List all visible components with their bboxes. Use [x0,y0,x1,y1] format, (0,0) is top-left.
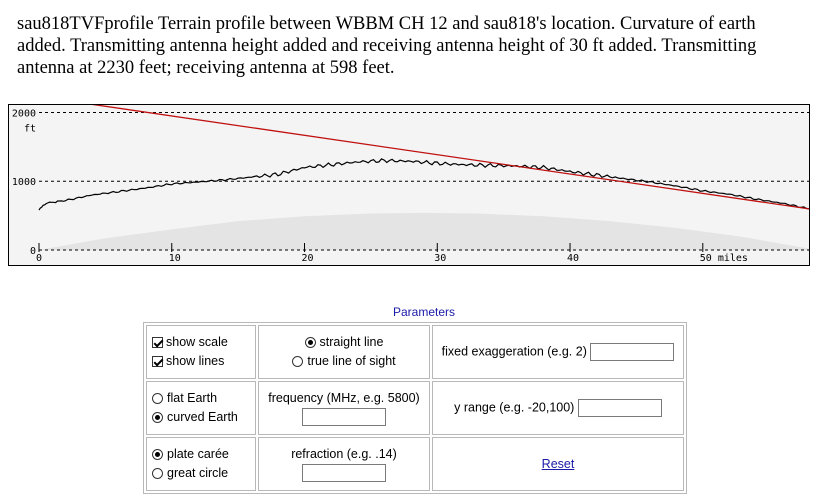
show-lines-checkbox[interactable] [152,356,163,367]
x-tick-label: 50 miles [700,253,748,264]
y-tick-label: 0 [30,246,36,257]
flat-earth-option[interactable]: flat Earth [152,389,250,408]
profile-caption: sau818TVFprofile Terrain profile between… [17,14,757,78]
plate-caree-option[interactable]: plate carée [152,445,250,464]
show-lines-label: show lines [166,354,225,368]
x-tick-label: 30 [434,253,446,264]
line-mode-cell: straight line true line of sight [258,325,430,379]
exaggeration-cell: fixed exaggeration (e.g. 2) [432,325,684,379]
show-lines-option[interactable]: show lines [152,352,250,371]
parameters-table: show scale show lines straight line true… [143,322,687,494]
y-range-input[interactable] [577,399,662,417]
x-tick-label: 40 [567,253,579,264]
show-scale-label: show scale [166,335,228,349]
true-los-radio[interactable] [292,356,304,367]
y-range-label: y range (e.g. -20,100) [454,400,575,415]
refraction-input[interactable] [302,463,386,482]
frequency-label: frequency (MHz, e.g. 5800) [268,390,420,405]
parameters-title: Parameters [392,305,456,319]
true-los-option[interactable]: true line of sight [264,352,424,371]
y-tick-label: 2000 [12,108,36,119]
curved-earth-label: curved Earth [167,410,238,424]
reset-link[interactable]: Reset [541,457,575,471]
line-of-sight [91,105,809,210]
x-tick-label: 0 [36,253,42,264]
straight-line-option[interactable]: straight line [264,333,424,352]
y-tick-label: ft [24,123,36,134]
x-tick-label: 10 [169,253,181,264]
y-range-cell: y range (e.g. -20,100) [432,381,684,435]
x-tick-label: 20 [302,253,314,264]
terrain-profile-line [38,158,809,211]
flat-earth-radio[interactable] [152,393,163,404]
fixed-exaggeration-label: fixed exaggeration (e.g. 2) [441,344,587,359]
great-circle-label: great circle [167,466,229,480]
straight-line-radio[interactable] [304,337,316,348]
frequency-input[interactable] [302,407,386,426]
flat-earth-label: flat Earth [167,391,218,405]
terrain-profile-svg: 2000 ft 1000 00 10 20 30 40 50 miles [12,105,809,264]
terrain-profile-chart: 2000 ft 1000 0 0 10 20 30 40 50 miles [8,104,810,266]
refraction-label: refraction (e.g. .14) [291,446,397,461]
great-circle-option[interactable]: great circle [152,464,250,483]
refraction-cell: refraction (e.g. .14) [258,437,430,491]
plate-caree-label: plate carée [167,447,229,461]
true-los-label: true line of sight [307,354,396,368]
curved-earth-radio[interactable] [152,412,163,423]
earth-model-cell: flat Earth curved Earth [146,381,256,435]
display-options-cell: show scale show lines [146,325,256,379]
curved-earth-option[interactable]: curved Earth [152,408,250,427]
y-tick-label: 1000 [12,177,36,188]
plate-caree-radio[interactable] [152,449,163,460]
straight-line-label: straight line [319,335,384,349]
projection-cell: plate carée great circle [146,437,256,491]
show-scale-checkbox[interactable] [152,337,163,348]
curvature-bulge-area [39,212,809,250]
frequency-cell: frequency (MHz, e.g. 5800) [258,381,430,435]
show-scale-option[interactable]: show scale [152,333,250,352]
great-circle-radio[interactable] [152,468,163,479]
fixed-exaggeration-input[interactable] [590,343,675,361]
reset-cell: Reset [432,437,684,491]
